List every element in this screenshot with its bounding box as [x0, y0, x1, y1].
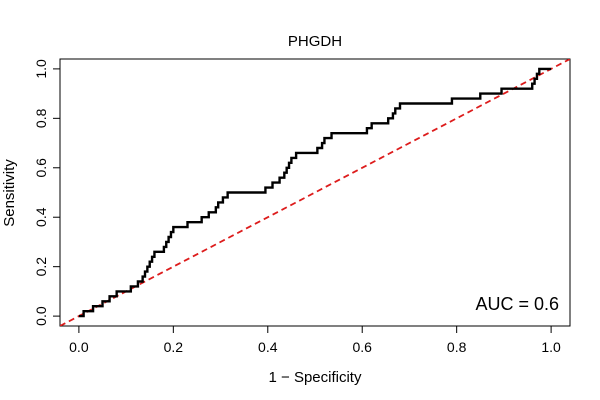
x-tick-label: 0.8 [447, 339, 467, 355]
x-tick-label: 0.4 [258, 339, 278, 355]
auc-annotation: AUC = 0.6 [475, 294, 559, 314]
x-tick-label: 0.0 [69, 339, 89, 355]
reference-diagonal-line [60, 59, 570, 326]
x-tick-label: 1.0 [541, 339, 561, 355]
x-tick-label: 0.6 [352, 339, 372, 355]
x-tick-label: 0.2 [164, 339, 184, 355]
y-tick-label: 0.4 [33, 207, 49, 227]
roc-curve-layer [78, 67, 552, 318]
y-axis: 0.0 0.2 0.4 0.6 0.8 1.0 [33, 59, 61, 326]
x-axis-label: 1 − Specificity [269, 369, 362, 386]
x-axis: 0.0 0.2 0.4 0.6 0.8 1.0 [69, 325, 561, 355]
y-tick-label: 0.8 [33, 108, 49, 128]
y-tick-label: 0.6 [33, 158, 49, 178]
y-axis-label: Sensitivity [1, 159, 18, 227]
reference-line-layer [60, 59, 570, 326]
roc-curve-line [78, 67, 552, 318]
y-tick-label: 0.0 [33, 306, 49, 326]
plot-area [59, 58, 571, 327]
y-tick-label: 1.0 [33, 59, 49, 79]
chart-title: PHGDH [288, 33, 342, 50]
y-tick-label: 0.2 [33, 257, 49, 277]
